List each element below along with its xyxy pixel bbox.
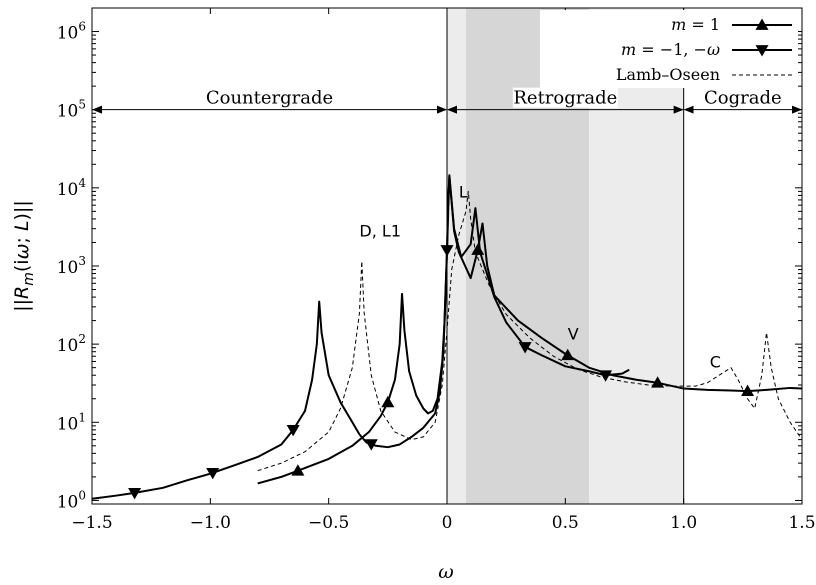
legend: m = 1 m = −1, −ω Lamb–Oseen	[540, 10, 798, 88]
annotation-label: D, L1	[359, 221, 401, 240]
series-line-2	[91, 175, 630, 500]
series-lines	[91, 174, 803, 500]
series-marker-2	[128, 487, 142, 500]
series-marker-2	[518, 342, 532, 354]
y-tick-label: 104	[57, 176, 87, 200]
y-tick-label: 103	[57, 254, 86, 278]
y-tick-label: 105	[57, 98, 86, 122]
series-marker-2	[599, 370, 613, 382]
series-marker-1	[561, 348, 575, 361]
legend-label: Lamb–Oseen	[616, 65, 720, 84]
region-label: Retrograde	[513, 88, 617, 109]
series-marker-2	[206, 467, 220, 480]
series-marker-1	[381, 395, 395, 408]
x-tick-label: −1.0	[190, 513, 231, 533]
legend-label: m = −1, −ω	[621, 40, 720, 59]
x-tick-label: −1.5	[71, 513, 112, 533]
annotation-label: L	[459, 183, 468, 202]
x-axis-label: ω	[438, 561, 454, 583]
series-marker-1	[291, 464, 305, 476]
legend-marker	[755, 45, 769, 57]
region-label-bg	[207, 87, 332, 108]
legend-label: m = 1	[671, 15, 720, 34]
axis-ticks: −1.5 −1.0 −0.5 0 0.5 1.0 1.5 100 101 102 103 104 105…	[57, 7, 816, 533]
region-label: Countergrade	[206, 88, 333, 109]
y-tick-label: 101	[57, 410, 86, 434]
x-tick-label: −0.5	[308, 513, 349, 533]
annotation-label: V	[568, 324, 579, 343]
x-tick-label: 1.0	[670, 513, 697, 533]
y-axis-label: ||Rm(iω; L)||	[11, 200, 37, 312]
x-tick-label: 1.5	[788, 513, 815, 533]
legend-marker	[755, 18, 769, 30]
x-tick-label: 0	[442, 513, 453, 533]
region-label: Cograde	[704, 88, 782, 109]
x-tick-label: 0.5	[552, 513, 579, 533]
region-label-bg	[512, 87, 618, 108]
region-label-bg	[704, 87, 782, 108]
series-marker-2	[286, 424, 300, 437]
y-tick-label: 100	[57, 488, 86, 512]
series-marker-2	[364, 439, 378, 451]
annotations: D, L1 L V C	[359, 183, 720, 372]
y-tick-label: 106	[57, 20, 86, 44]
y-tick-label: 102	[57, 332, 86, 356]
annotation-label: C	[710, 353, 721, 372]
series-line-3	[257, 190, 803, 472]
region-labels: Countergrade Retrograde Cograde	[92, 8, 802, 504]
